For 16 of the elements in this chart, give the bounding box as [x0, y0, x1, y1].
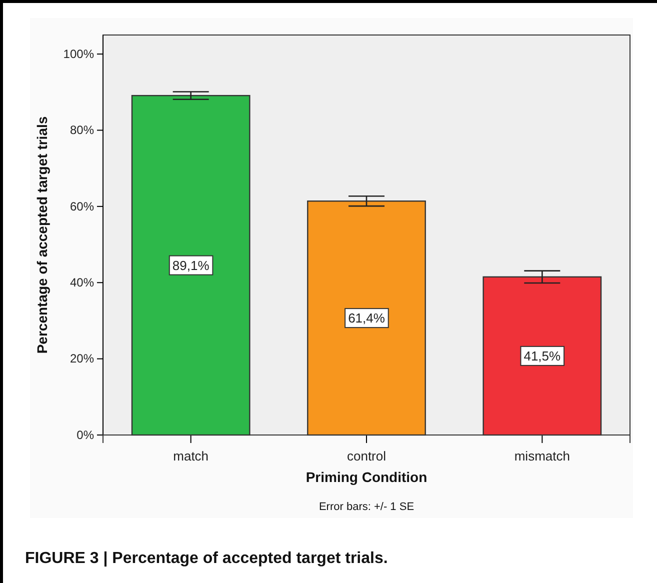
- data-label: 61,4%: [348, 310, 386, 326]
- x-tick-label: mismatch: [514, 448, 570, 464]
- x-tick-label: match: [173, 448, 209, 464]
- y-axis-title: Percentage of accepted target trials: [34, 116, 50, 354]
- caption: FIGURE 3 | Percentage of accepted target trials.: [25, 550, 388, 567]
- y-tick-label: 100%: [63, 46, 94, 61]
- x-tick-label: control: [346, 448, 386, 464]
- text: Error bars: +/- 1 SE: [318, 501, 414, 513]
- x-axis-title: Priming Condition: [306, 469, 428, 485]
- y-tick-label: 0%: [76, 428, 94, 442]
- y-tick-label: 80%: [70, 123, 94, 138]
- y-tick-label: 60%: [70, 199, 94, 214]
- y-tick-label: 20%: [70, 352, 94, 366]
- data-label: 89,1%: [172, 258, 210, 273]
- data-label: 41,5%: [524, 348, 562, 364]
- y-tick-label: 40%: [70, 275, 94, 290]
